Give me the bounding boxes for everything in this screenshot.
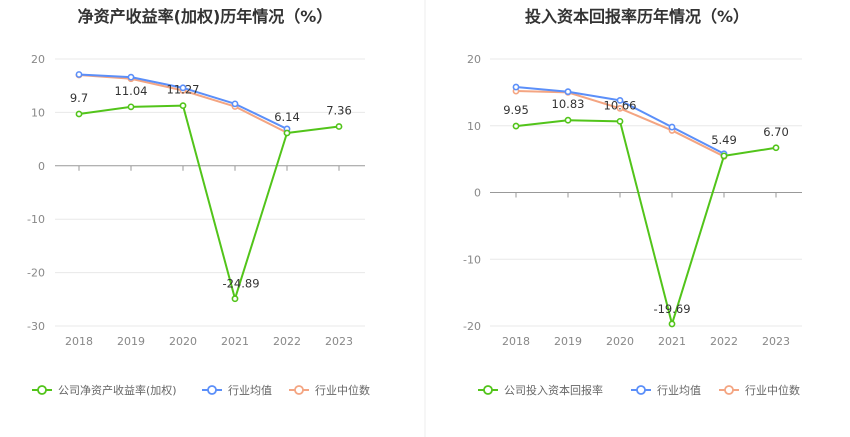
- y-tick-label: 10: [31, 106, 45, 119]
- y-tick-label: 0: [474, 187, 481, 200]
- data-point: [668, 320, 676, 328]
- y-tick-label: -10: [463, 253, 481, 266]
- legend-label: 行业中位数: [315, 383, 370, 397]
- legend-item: 公司净资产收益率(加权): [32, 383, 177, 397]
- y-tick-label: -30: [27, 320, 45, 333]
- legend-label: 行业均值: [228, 384, 272, 397]
- data-point: [616, 96, 624, 104]
- legend-item: 行业均值: [631, 384, 701, 397]
- data-point: [512, 83, 520, 91]
- data-label: 6.14: [274, 110, 300, 124]
- series-0-group: [512, 116, 780, 328]
- data-label: 9.95: [503, 103, 529, 117]
- series-line: [515, 119, 777, 325]
- y-tick-label: 0: [38, 160, 45, 173]
- legend-swatch-marker: [483, 385, 493, 395]
- x-tick-label: 2022: [710, 335, 738, 348]
- data-point: [127, 73, 135, 81]
- x-tick-label: 2023: [325, 335, 353, 348]
- data-point: [179, 102, 187, 110]
- legend-item: 行业中位数: [719, 383, 800, 397]
- data-label: 11.04: [115, 84, 148, 98]
- data-label: 5.49: [711, 133, 737, 147]
- data-label: 10.83: [552, 97, 585, 111]
- data-point: [283, 129, 291, 137]
- data-point: [564, 116, 572, 124]
- x-tick-label: 2018: [65, 335, 93, 348]
- x-tick-label: 2019: [554, 335, 582, 348]
- legend-label: 公司投入资本回报率: [504, 383, 603, 397]
- data-label: 11.27: [167, 83, 200, 97]
- legend-label: 行业均值: [657, 384, 701, 397]
- x-tick-label: 2021: [658, 335, 686, 348]
- data-point: [668, 123, 676, 131]
- data-point: [616, 104, 624, 112]
- data-label: -24.89: [222, 277, 259, 291]
- data-label: 6.70: [763, 125, 789, 139]
- legend-item: 行业中位数: [289, 383, 370, 397]
- chart-1: 净资产收益率(加权)历年情况（%） 20 10 0 -10 -20 -30 2018 2019 2…: [27, 7, 370, 397]
- data-label: -19.69: [653, 302, 690, 316]
- data-point: [75, 110, 83, 118]
- series-1-group: [75, 71, 291, 133]
- data-point: [335, 123, 343, 130]
- legend-label: 公司净资产收益率(加权): [58, 383, 177, 397]
- y-tick-label: 20: [467, 53, 481, 66]
- y-tick-label: 10: [467, 120, 481, 133]
- y-tick-label: -10: [27, 213, 45, 226]
- legend-item: 公司投入资本回报率: [478, 383, 603, 397]
- data-point: [564, 88, 572, 96]
- y-tick-label: 20: [31, 53, 45, 66]
- series-0-group: [75, 102, 343, 303]
- legend-swatch-marker: [207, 385, 217, 395]
- series-line: [78, 104, 340, 300]
- chart-title: 净资产收益率(加权)历年情况（%）: [78, 7, 333, 26]
- legend-swatch-marker: [724, 385, 734, 395]
- legend-label: 行业中位数: [745, 383, 800, 397]
- data-point: [512, 122, 520, 130]
- data-label: 9.7: [70, 91, 88, 105]
- data-label: 10.66: [604, 98, 637, 112]
- x-tick-label: 2023: [762, 335, 790, 348]
- data-point: [127, 103, 135, 111]
- legend-swatch-marker: [636, 385, 646, 395]
- data-point: [231, 100, 239, 108]
- legend-swatch-marker: [294, 385, 304, 395]
- y-tick-label: -20: [463, 320, 481, 333]
- y-tick-label: -20: [27, 267, 45, 280]
- x-tick-label: 2022: [273, 335, 301, 348]
- data-point: [75, 71, 83, 78]
- chart-2: 投入资本回报率历年情况（%） 20 10 0 -10 -20 2018 2019 2020 202…: [463, 7, 802, 397]
- x-tick-label: 2021: [221, 335, 249, 348]
- data-point: [616, 117, 624, 125]
- legend-swatch-marker: [37, 385, 47, 395]
- data-label: 7.36: [326, 103, 352, 117]
- data-point: [179, 84, 187, 92]
- data-point: [720, 152, 728, 160]
- x-tick-label: 2020: [169, 335, 197, 348]
- x-tick-label: 2020: [606, 335, 634, 348]
- legend-item: 行业均值: [202, 384, 272, 397]
- x-tick-label: 2018: [502, 335, 530, 348]
- data-point: [772, 144, 780, 152]
- chart-title: 投入资本回报率历年情况（%）: [525, 7, 749, 26]
- x-tick-label: 2019: [117, 335, 145, 348]
- data-point: [231, 295, 239, 303]
